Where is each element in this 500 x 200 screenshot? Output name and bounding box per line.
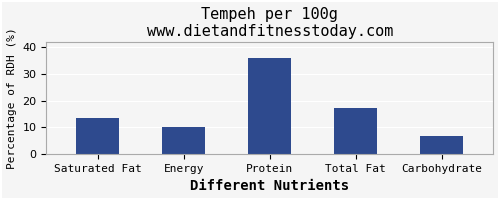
Bar [162, 127, 206, 154]
Title: Tempeh per 100g
www.dietandfitnesstoday.com: Tempeh per 100g www.dietandfitnesstoday.… [146, 7, 393, 39]
Bar [248, 58, 291, 154]
Bar [334, 108, 377, 154]
Bar [76, 118, 120, 154]
X-axis label: Different Nutrients: Different Nutrients [190, 179, 350, 193]
Y-axis label: Percentage of RDH (%): Percentage of RDH (%) [7, 27, 17, 169]
Bar [420, 136, 463, 154]
